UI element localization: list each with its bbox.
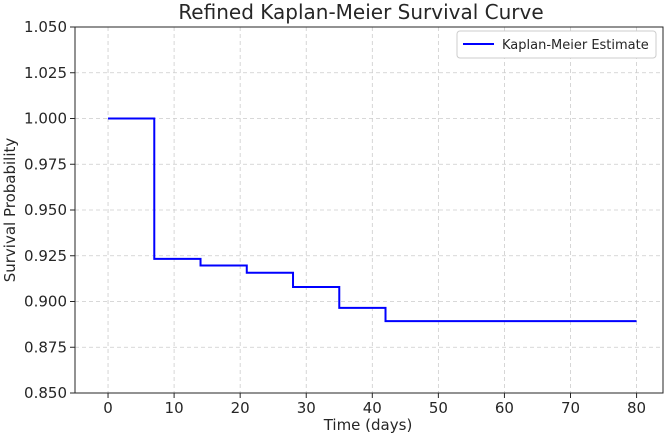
- y-tick-label: 1.000: [24, 110, 67, 128]
- x-axis-title: Time (days): [323, 416, 413, 434]
- y-tick-label: 0.950: [24, 201, 67, 219]
- legend-box: [456, 30, 657, 59]
- y-tick-label: 1.050: [24, 18, 67, 36]
- x-tick-label: 60: [495, 399, 514, 417]
- x-tick-label: 80: [627, 399, 646, 417]
- chart-title: Refined Kaplan-Meier Survival Curve: [178, 0, 543, 24]
- x-tick-label: 20: [231, 399, 250, 417]
- x-tick-label: 0: [103, 399, 113, 417]
- x-tick-label: 40: [363, 399, 382, 417]
- legend: Kaplan-Meier Estimate: [456, 30, 657, 59]
- y-tick-label: 0.900: [24, 293, 67, 311]
- series-layer: [108, 117, 637, 323]
- grid-lines: [75, 26, 663, 394]
- series-line-kaplan-meier: [108, 117, 637, 323]
- y-tick-label: 0.850: [24, 384, 67, 402]
- ticks: 0 10 20 30 40 50 60 70 80 0.850 0.875 0.900 0.925 0.9…: [24, 18, 646, 417]
- y-tick-label: 0.975: [24, 155, 67, 173]
- legend-label: Kaplan-Meier Estimate: [502, 38, 649, 53]
- y-tick-label: 0.875: [24, 338, 67, 356]
- y-tick-label: 1.025: [24, 64, 67, 82]
- x-tick-label: 50: [429, 399, 448, 417]
- x-tick-label: 10: [165, 399, 184, 417]
- x-tick-label: 70: [561, 399, 580, 417]
- y-axis-title: Survival Probability: [1, 138, 19, 283]
- y-tick-label: 0.925: [24, 247, 67, 265]
- x-tick-label: 30: [297, 399, 316, 417]
